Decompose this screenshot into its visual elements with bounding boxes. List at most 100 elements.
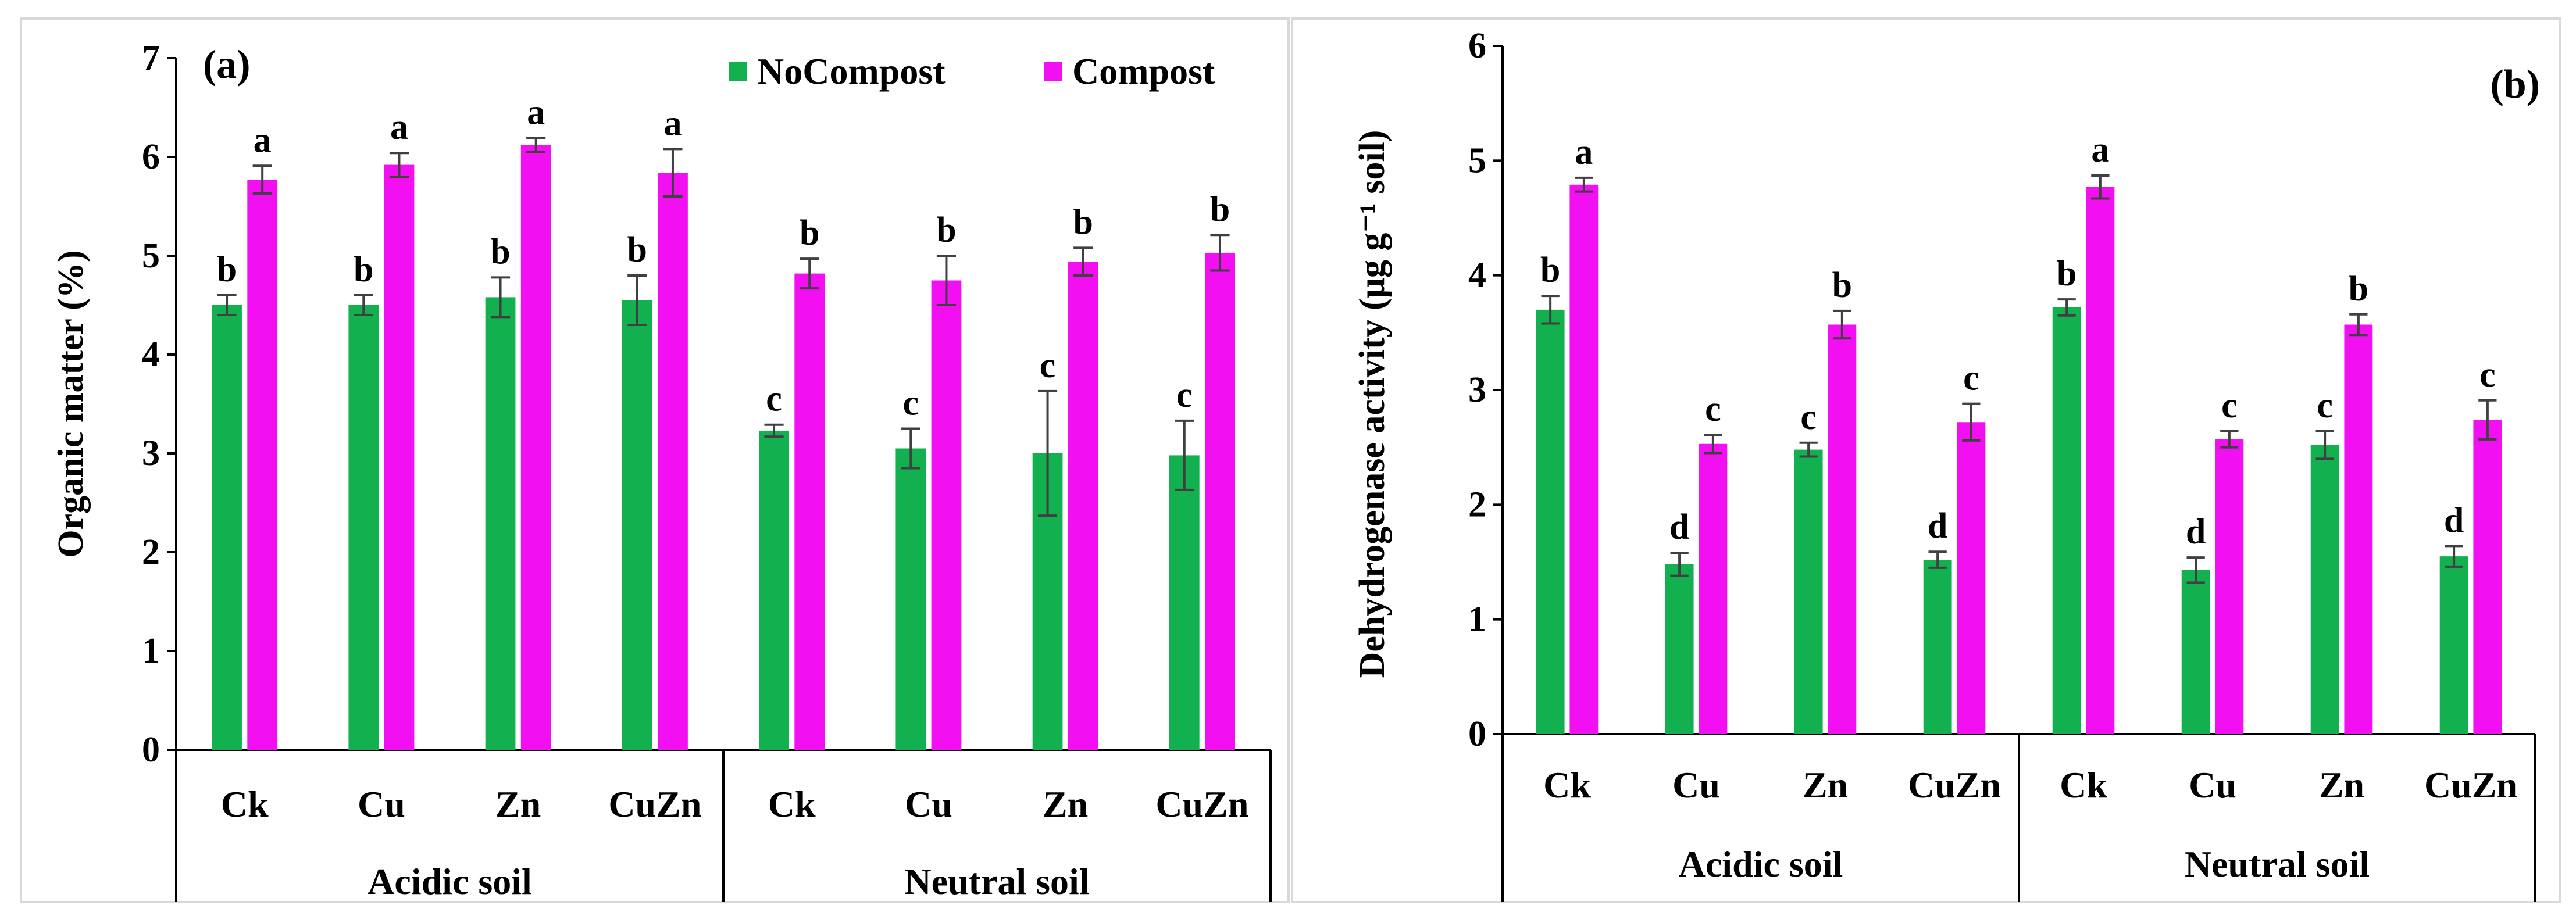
sig-letter-a-compost-3: a (663, 103, 682, 143)
category-label-a-2: Zn (495, 784, 541, 825)
sig-letter-a-compost-7: b (1210, 189, 1230, 229)
category-label-a-5: Cu (905, 784, 952, 825)
bar-b-nocompost-1 (1665, 564, 1694, 734)
panel-a-frame (20, 17, 1290, 903)
sig-letter-a-compost-2: a (527, 93, 545, 133)
category-label-a-0: Ck (221, 784, 269, 825)
category-label-a-1: Cu (358, 784, 405, 825)
category-label-a-4: Ck (768, 784, 816, 825)
bar-a-compost-2 (520, 145, 551, 750)
category-label-b-5: Cu (2189, 764, 2236, 806)
category-label-b-4: Ck (2060, 764, 2107, 806)
bar-b-nocompost-3 (1923, 560, 1952, 734)
sig-letter-b-compost-5: c (2221, 386, 2238, 425)
sig-letter-b-nocompost-2: c (1800, 398, 1817, 437)
bar-b-compost-7 (2473, 420, 2502, 734)
category-label-b-3: CuZn (1908, 764, 2001, 806)
bar-a-compost-6 (1068, 262, 1098, 750)
y-axis-label-a: Organic matter (%) (51, 250, 91, 557)
bar-a-nocompost-1 (348, 305, 379, 750)
legend-label-compost: Compost (1072, 51, 1215, 92)
category-label-b-6: Zn (2319, 764, 2364, 806)
bar-b-nocompost-6 (2310, 445, 2339, 734)
sig-letter-b-compost-7: c (2479, 355, 2496, 395)
bar-b-compost-4 (2086, 187, 2115, 735)
bar-b-nocompost-2 (1794, 449, 1823, 734)
sig-letter-b-compost-2: b (1832, 266, 1852, 305)
bar-a-nocompost-2 (485, 297, 516, 750)
y-tick-label-b-0: 0 (1468, 714, 1486, 754)
sig-letter-b-nocompost-7: d (2444, 500, 2464, 540)
sig-letter-b-compost-6: b (2349, 269, 2368, 309)
sig-letter-b-compost-3: c (1963, 359, 1979, 398)
sig-letter-b-nocompost-6: c (2317, 386, 2333, 425)
sig-letter-a-compost-1: a (390, 108, 408, 147)
sig-letter-b-nocompost-3: d (1928, 506, 1947, 546)
panel-b-frame (1291, 17, 2561, 903)
y-tick-label-b-3: 3 (1468, 370, 1486, 410)
y-tick-label-a-4: 4 (142, 335, 160, 374)
y-tick-label-b-4: 4 (1468, 256, 1486, 295)
bar-a-nocompost-7 (1169, 455, 1200, 750)
y-tick-label-a-1: 1 (142, 631, 160, 671)
legend-swatch-nocompost (729, 62, 747, 81)
category-label-b-0: Ck (1543, 764, 1591, 806)
y-tick-label-b-6: 6 (1468, 26, 1486, 66)
group-label-b-0: Acidic soil (1679, 843, 1843, 885)
category-label-b-7: CuZn (2424, 764, 2517, 806)
bar-b-nocompost-4 (2052, 307, 2081, 734)
sig-letter-a-nocompost-2: b (490, 232, 510, 271)
panel-label-b: (b) (2490, 62, 2540, 107)
sig-letter-a-nocompost-6: c (1040, 346, 1056, 385)
bar-a-compost-0 (247, 180, 278, 750)
group-label-b-1: Neutral soil (2185, 843, 2370, 885)
sig-letter-b-nocompost-5: d (2186, 512, 2206, 552)
bar-b-compost-2 (1828, 324, 1857, 734)
y-tick-label-b-5: 5 (1468, 141, 1486, 180)
panel-b-chart: (b) Dehydrogenase activity (μg g⁻¹ soil) 0… (1353, 26, 2540, 902)
bar-a-compost-4 (794, 273, 825, 750)
y-tick-label-a-6: 6 (142, 137, 160, 177)
sig-letter-b-nocompost-0: b (1540, 251, 1560, 290)
bar-b-compost-1 (1699, 443, 1728, 734)
bar-b-compost-6 (2344, 324, 2373, 734)
y-tick-label-a-2: 2 (142, 532, 160, 572)
bar-a-compost-3 (658, 173, 688, 750)
sig-letter-b-nocompost-1: d (1669, 507, 1689, 547)
sig-letter-a-compost-5: b (936, 210, 956, 250)
sig-letter-b-nocompost-4: b (2057, 254, 2077, 294)
bar-b-nocompost-7 (2439, 556, 2468, 734)
y-tick-label-a-0: 0 (142, 730, 160, 770)
group-label-a-0: Acidic soil (368, 861, 532, 902)
sig-letter-a-nocompost-4: c (766, 380, 782, 419)
bar-a-nocompost-3 (622, 300, 652, 750)
bar-a-nocompost-5 (895, 448, 926, 750)
sig-letter-a-compost-4: b (800, 213, 819, 253)
category-label-b-2: Zn (1803, 764, 1848, 806)
legend: NoCompost Compost (729, 51, 1215, 92)
group-label-a-1: Neutral soil (904, 861, 1089, 902)
bar-a-nocompost-0 (212, 305, 242, 750)
sig-letter-b-compost-0: a (1575, 133, 1593, 172)
bar-b-compost-5 (2215, 439, 2244, 734)
bar-b-nocompost-0 (1536, 309, 1565, 734)
sig-letter-a-nocompost-5: c (903, 384, 919, 423)
sig-letter-a-nocompost-1: b (354, 250, 373, 289)
category-label-a-6: Zn (1043, 784, 1088, 825)
y-tick-label-b-1: 1 (1468, 600, 1486, 639)
bar-b-nocompost-5 (2181, 570, 2210, 734)
bar-a-nocompost-4 (759, 430, 789, 750)
y-tick-label-a-7: 7 (142, 38, 160, 78)
category-label-a-3: CuZn (608, 784, 701, 825)
y-tick-label-b-2: 2 (1468, 485, 1486, 524)
y-axis-label-b: Dehydrogenase activity (μg g⁻¹ soil) (1353, 130, 1392, 678)
legend-label-nocompost: NoCompost (757, 51, 946, 92)
bar-b-compost-3 (1957, 422, 1986, 734)
legend-swatch-compost (1044, 62, 1062, 81)
y-tick-label-a-3: 3 (142, 434, 160, 473)
bar-a-compost-7 (1205, 252, 1235, 750)
sig-letter-b-compost-1: c (1705, 389, 1721, 429)
sig-letter-a-compost-6: b (1073, 202, 1093, 242)
bar-a-compost-1 (384, 164, 415, 750)
